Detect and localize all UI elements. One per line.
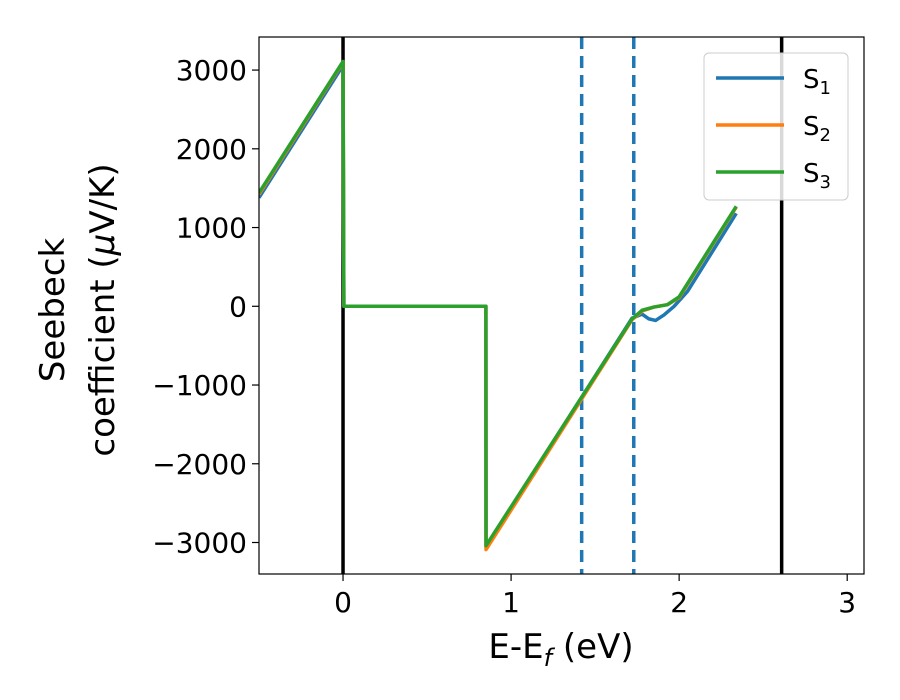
series-line-s3 [259, 59, 738, 548]
y-tick-label: 1000 [176, 212, 247, 245]
y-axis: −3000 −2000 −1000 0 1000 2000 3000 [152, 54, 259, 560]
y-tick-label: 3000 [176, 54, 247, 87]
x-axis-label: E-Ef (eV) [488, 627, 633, 672]
x-tick-label: 2 [670, 586, 688, 619]
y-tick-label: −1000 [152, 369, 247, 402]
y-tick-label: 0 [229, 290, 247, 323]
x-axis-label-unit: (eV) [552, 627, 634, 667]
y-axis-label: Seebeck coefficient (μV/K) [33, 163, 123, 456]
legend-label-s1: S1 [803, 65, 831, 99]
legend-label-s3: S3 [803, 159, 831, 193]
y-axis-label-line1: Seebeck [33, 238, 73, 383]
legend-label-s2: S2 [803, 112, 831, 146]
x-tick-label: 0 [334, 586, 352, 619]
x-tick-label: 1 [502, 586, 520, 619]
plot-frame [258, 36, 865, 575]
y-tick-label: −3000 [152, 527, 247, 560]
x-tick-label: 3 [838, 586, 856, 619]
y-axis-label-line2: coefficient (μV/K) [83, 163, 123, 456]
series-layer [259, 59, 738, 552]
y-tick-label: 2000 [176, 133, 247, 166]
y-tick-label: −2000 [152, 448, 247, 481]
x-axis: 0 1 2 3 [334, 574, 856, 619]
legend: S1 S2 S3 [703, 52, 849, 201]
